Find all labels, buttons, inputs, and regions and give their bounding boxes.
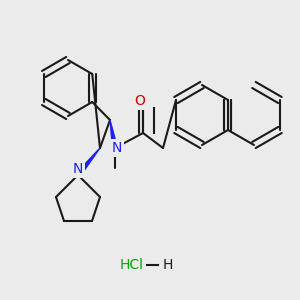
Text: O: O — [135, 94, 146, 108]
Text: H: H — [163, 258, 173, 272]
Text: HCl: HCl — [120, 258, 144, 272]
Polygon shape — [76, 148, 100, 177]
Polygon shape — [110, 120, 118, 148]
Text: N: N — [73, 162, 83, 176]
Text: N: N — [112, 141, 122, 155]
